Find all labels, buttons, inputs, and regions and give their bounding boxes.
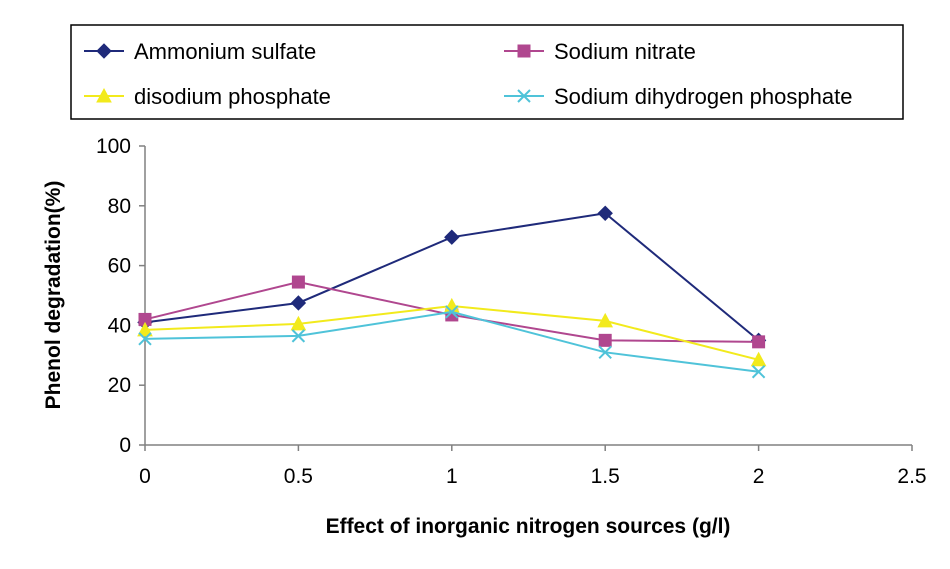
y-axis-ticks: 0 20 40 60 80 100: [96, 135, 145, 457]
y-tick-label: 60: [108, 255, 131, 278]
y-tick-label: 20: [108, 374, 131, 397]
y-axis-title: Phenol degradation(%): [42, 181, 65, 410]
legend-label: Ammonium sulfate: [134, 39, 316, 64]
legend-marker: [96, 43, 112, 59]
x-tick-label: 2: [753, 465, 765, 488]
x-tick-label: 0: [139, 465, 151, 488]
y-tick-label: 40: [108, 314, 131, 337]
data-point-disodium-phosphate: [750, 351, 767, 367]
x-axis-ticks: 0 0.5 1 1.5 2 2.5: [139, 445, 927, 488]
data-point-disodium-phosphate: [137, 321, 153, 337]
legend-label: disodium phosphate: [134, 84, 331, 109]
series-sodium-dihydrogen-phosphate: [138, 305, 766, 379]
x-tick-label: 0.5: [284, 465, 313, 488]
data-point-sodium-dihydrogen-phosphate: [291, 329, 306, 343]
data-point-ammonium-sulfate: [597, 205, 613, 221]
legend-entry-sodium-nitrate: Sodium nitrate: [504, 39, 696, 64]
data-point-ammonium-sulfate: [290, 295, 307, 311]
data-point-sodium-nitrate: [291, 275, 305, 289]
y-tick-label: 100: [96, 135, 131, 158]
legend-marker: [517, 89, 531, 103]
legend-entry-ammonium-sulfate: Ammonium sulfate: [84, 39, 316, 64]
legend-entry-disodium-phosphate: disodium phosphate: [84, 84, 331, 109]
data-point-disodium-phosphate: [597, 312, 614, 328]
data-point-disodium-phosphate: [290, 315, 307, 331]
y-tick-label: 0: [119, 434, 131, 457]
legend-marker: [96, 87, 112, 103]
data-point-ammonium-sulfate: [444, 229, 460, 245]
series-layer: [137, 205, 767, 379]
data-point-sodium-nitrate: [598, 333, 612, 347]
x-axis-title: Effect of inorganic nitrogen sources (g/…: [326, 515, 731, 538]
data-point-sodium-dihydrogen-phosphate: [445, 305, 459, 319]
series-sodium-nitrate: [138, 275, 766, 349]
x-tick-label: 1: [446, 465, 458, 488]
data-point-sodium-dihydrogen-phosphate: [598, 345, 612, 360]
data-point-sodium-nitrate: [752, 335, 766, 349]
y-tick-label: 80: [108, 195, 131, 218]
data-point-sodium-dihydrogen-phosphate: [138, 332, 152, 346]
legend-box: [70, 24, 904, 120]
series-disodium-phosphate: [137, 297, 767, 367]
legend-label: Sodium dihydrogen phosphate: [554, 84, 852, 109]
legend-entry-sodium-dihydrogen-phosphate: Sodium dihydrogen phosphate: [504, 84, 852, 109]
x-tick-label: 2.5: [897, 465, 926, 488]
legend: Ammonium sulfate Sodium nitrate disodium p…: [84, 39, 852, 109]
legend-marker: [517, 44, 531, 58]
x-tick-label: 1.5: [591, 465, 620, 488]
legend-label: Sodium nitrate: [554, 39, 696, 64]
data-point-sodium-dihydrogen-phosphate: [751, 365, 766, 379]
